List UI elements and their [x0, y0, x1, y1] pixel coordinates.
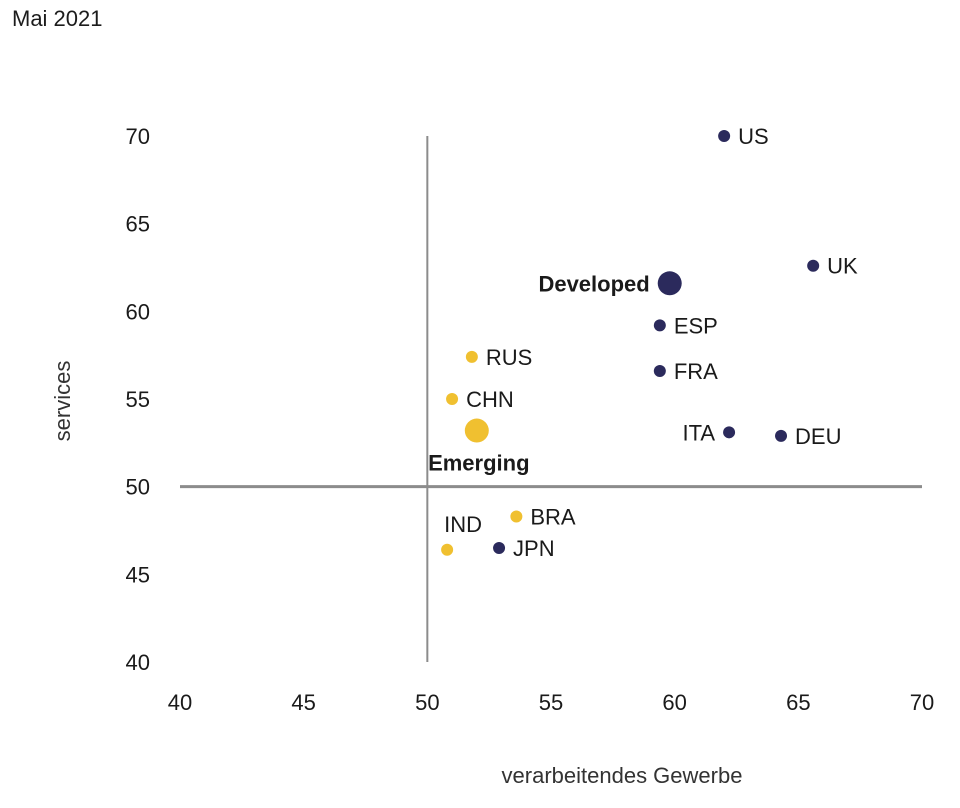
y-tick-label: 70 [126, 124, 150, 149]
point-uk [807, 259, 820, 272]
point-emerging [464, 418, 489, 443]
x-tick-label: 45 [291, 690, 315, 715]
point-label-fra: FRA [674, 359, 718, 384]
x-tick-label: 40 [168, 690, 192, 715]
point-label-chn: CHN [466, 387, 514, 412]
x-axis-ticks: 40 45 50 55 60 65 70 [168, 690, 934, 715]
point-label-jpn: JPN [513, 536, 555, 561]
y-tick-label: 45 [126, 562, 150, 587]
x-tick-label: 50 [415, 690, 439, 715]
y-tick-label: 60 [126, 299, 150, 324]
point-label-bra: BRA [530, 504, 576, 529]
y-tick-label: 65 [126, 212, 150, 237]
y-tick-label: 40 [126, 650, 150, 675]
point-ita [723, 426, 736, 439]
x-tick-label: 65 [786, 690, 810, 715]
point-label-developed: Developed [538, 271, 649, 296]
point-esp [653, 319, 666, 332]
data-points [441, 130, 820, 556]
point-label-deu: DEU [795, 424, 841, 449]
point-bra [510, 510, 523, 523]
reference-lines [180, 136, 922, 662]
y-tick-label: 50 [126, 475, 150, 500]
chart-caption: Mai 2021 [12, 6, 103, 31]
point-label-us: US [738, 124, 769, 149]
point-us [718, 130, 731, 142]
point-label-emerging: Emerging [428, 451, 529, 476]
point-rus [465, 350, 478, 363]
point-jpn [493, 542, 506, 555]
y-tick-label: 55 [126, 387, 150, 412]
point-deu [775, 429, 788, 442]
x-tick-label: 60 [662, 690, 686, 715]
point-label-ind: IND [444, 512, 482, 537]
point-label-rus: RUS [486, 345, 532, 370]
point-label-ita: ITA [682, 420, 715, 445]
point-labels: US UK Developed ESP FRA ITA DEU JPN RUS CHN Emergi… [428, 124, 858, 561]
point-label-esp: ESP [674, 313, 718, 338]
point-fra [653, 364, 666, 377]
y-axis-title: services [50, 361, 75, 442]
y-axis-ticks: 40 45 50 55 60 65 70 [126, 124, 150, 675]
x-tick-label: 70 [910, 690, 934, 715]
x-axis-title: verarbeitendes Gewerbe [502, 763, 743, 788]
point-ind [441, 543, 454, 556]
point-developed [657, 271, 682, 296]
point-chn [446, 393, 459, 405]
point-label-uk: UK [827, 254, 858, 279]
x-tick-label: 55 [539, 690, 563, 715]
